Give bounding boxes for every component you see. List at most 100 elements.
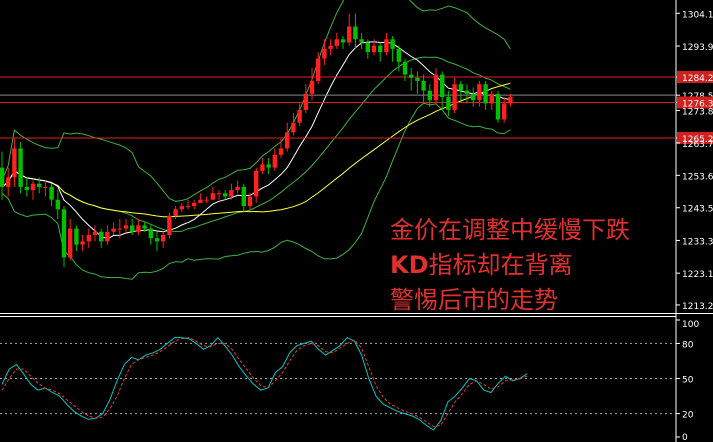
candle-body	[353, 26, 358, 40]
candle-body	[285, 132, 290, 149]
candle-body	[61, 209, 67, 258]
candle-body	[0, 167, 5, 187]
price-tick-label: 1213.20	[682, 302, 713, 312]
candle-body	[483, 84, 488, 104]
candle-body	[254, 170, 259, 197]
annotation-line-3: 警惕后市的走势	[390, 285, 558, 315]
candle-body	[402, 61, 408, 75]
candle-body	[458, 84, 463, 91]
price-tick-label: 1253.60	[682, 172, 713, 182]
candle-body	[49, 186, 54, 200]
candle-body	[297, 109, 302, 123]
candle-body	[229, 190, 234, 197]
price-tick-label: 1284.25	[682, 74, 713, 84]
price-tag-background	[677, 70, 713, 83]
candle-body	[477, 84, 482, 101]
candle-body	[371, 45, 377, 53]
moving-average-white	[1, 41, 511, 240]
candle-body	[309, 81, 315, 94]
candle-body	[433, 74, 439, 101]
candle-body	[452, 84, 457, 110]
price-tick-label: 1263.70	[682, 140, 713, 150]
candle-body	[192, 202, 197, 207]
candle-body	[148, 228, 153, 239]
candle-body	[409, 74, 414, 78]
candle-body	[334, 39, 339, 46]
candle-body	[396, 48, 401, 62]
candle-body	[167, 215, 172, 235]
candle-body	[322, 48, 327, 59]
oscillator-tick-label: 0	[682, 433, 688, 442]
candle-body	[185, 206, 191, 208]
candle-body	[204, 199, 209, 201]
candle-body	[495, 93, 501, 120]
price-tick-label: 1223.10	[682, 270, 713, 280]
candle-body	[421, 81, 426, 91]
candle-body	[24, 186, 29, 191]
candle-body	[303, 93, 308, 110]
candle-body	[272, 154, 277, 168]
candle-body	[328, 45, 333, 49]
annotation-text: 指标却在背离	[428, 251, 573, 279]
candle-body	[105, 231, 110, 242]
moving-average-yellow	[1, 82, 511, 218]
candle-body	[210, 193, 215, 200]
candle-body	[74, 228, 79, 245]
candle-body	[30, 183, 36, 191]
candle-body	[365, 42, 370, 53]
price-tick-label: 1273.80	[682, 108, 713, 118]
candle-body	[502, 103, 507, 120]
candle-body	[427, 90, 432, 101]
candle-body	[111, 228, 116, 232]
candle-body	[136, 225, 141, 232]
candle-body	[471, 93, 476, 101]
candle-body	[508, 97, 513, 104]
oscillator-tick-label: 20	[682, 411, 694, 421]
candle-body	[130, 225, 135, 232]
price-tick-label: 1233.30	[682, 237, 713, 247]
bollinger-upper	[1, 0, 511, 202]
candle-body	[142, 225, 147, 229]
price-tick-label: 1243.50	[682, 205, 713, 215]
price-tag-background	[677, 96, 713, 109]
oscillator-tick-label: 80	[682, 340, 694, 350]
candle-body	[278, 148, 284, 155]
candle-body	[173, 209, 178, 216]
candle-body	[6, 177, 11, 187]
candle-body	[198, 199, 203, 203]
annotation-text: 金价在调整中缓慢下跌	[390, 216, 630, 244]
annotation-kd: KD	[390, 251, 429, 279]
annotation-line-1: 金价在调整中缓慢下跌	[390, 215, 630, 245]
candle-body	[340, 39, 346, 43]
candle-body	[43, 186, 48, 188]
candle-body	[68, 228, 73, 258]
candle-body	[99, 231, 104, 242]
candle-body	[223, 193, 228, 197]
candle-body	[86, 235, 91, 242]
candle-body	[241, 186, 246, 207]
bollinger-lower	[1, 102, 511, 280]
oscillator-tick-label: 50	[682, 376, 694, 386]
candle-body	[260, 164, 265, 171]
candle-body	[384, 39, 389, 53]
candle-body	[37, 183, 42, 187]
candle-body	[440, 74, 445, 98]
price-tag-background	[677, 131, 713, 144]
candle-body	[92, 231, 98, 235]
candle-body	[378, 45, 383, 53]
candle-body	[247, 196, 253, 207]
candle-body	[179, 206, 184, 210]
candle-body	[117, 228, 122, 230]
oscillator-d-line	[1, 337, 528, 428]
candle-body	[161, 235, 166, 242]
candle-body	[123, 225, 129, 229]
candle-body	[18, 148, 23, 187]
candle-body	[154, 238, 160, 242]
candle-body	[347, 26, 352, 43]
price-tick-label: 1293.90	[682, 43, 713, 53]
price-tick-label: 1304.10	[682, 10, 713, 20]
candle-body	[316, 58, 321, 81]
candle-body	[216, 193, 222, 195]
price-tick-label: 1276.3	[682, 99, 713, 109]
